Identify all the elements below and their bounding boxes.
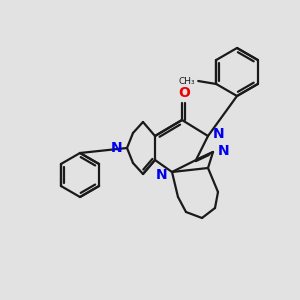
Text: N: N [213, 127, 225, 141]
Text: N: N [218, 144, 230, 158]
Text: CH₃: CH₃ [178, 76, 195, 85]
Text: O: O [178, 86, 190, 100]
Text: N: N [110, 141, 122, 155]
Text: N: N [155, 168, 167, 182]
